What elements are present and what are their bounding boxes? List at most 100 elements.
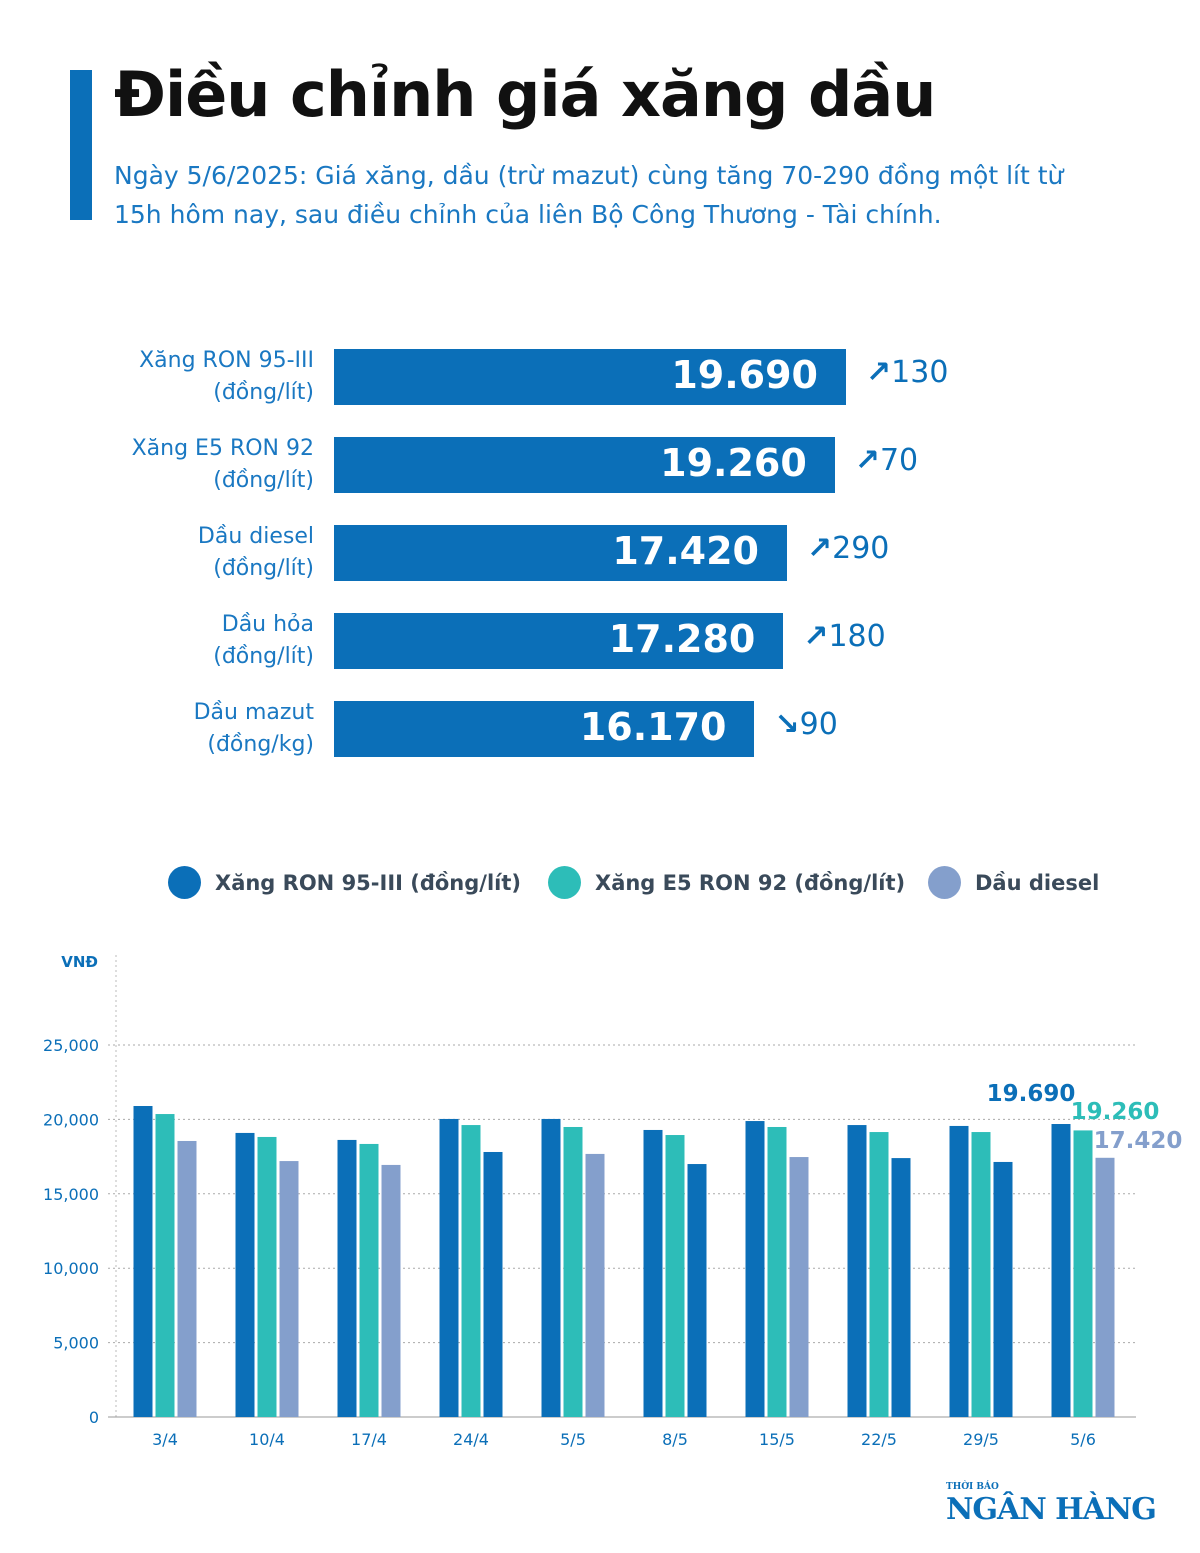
legend-item-diesel: Dầu diesel xyxy=(928,866,1099,899)
fuel-unit: (đồng/lít) xyxy=(213,644,314,669)
bar-5-5-s0 xyxy=(541,1118,561,1417)
bar-10-4-s0 xyxy=(235,1132,255,1417)
y-axis-label: VNĐ xyxy=(61,953,98,971)
bar-3-4-s2 xyxy=(177,1140,197,1417)
page-title: Điều chỉnh giá xăng dầu xyxy=(114,58,936,131)
price-value: 17.280 xyxy=(608,617,756,661)
bar-8-5-s0 xyxy=(643,1129,663,1417)
data-label: 17.420 xyxy=(1094,1128,1183,1154)
bar-5-5-s1 xyxy=(563,1126,583,1417)
bar-15-5-s0 xyxy=(745,1121,765,1417)
price-change: ↗70 xyxy=(854,443,919,478)
legend-label: Dầu diesel xyxy=(975,870,1100,895)
fuel-name: Dầu mazut xyxy=(193,700,314,725)
x-tick-label: 5/5 xyxy=(560,1430,586,1449)
bar-29-5-s2 xyxy=(993,1161,1013,1417)
price-change: ↗130 xyxy=(866,355,949,390)
x-tick-label: 5/6 xyxy=(1070,1430,1096,1449)
x-tick-label: 15/5 xyxy=(759,1430,795,1449)
x-tick-label: 8/5 xyxy=(662,1430,688,1449)
arrow-up-right-icon: ↗ xyxy=(866,355,892,390)
price-bar: 17.280 xyxy=(334,613,784,669)
fuel-label: Dầu diesel (đồng/lít) xyxy=(198,521,314,585)
fuel-label: Xăng RON 95-III (đồng/lít) xyxy=(139,345,314,409)
price-bar: 17.420 xyxy=(334,525,787,581)
price-value: 19.690 xyxy=(671,353,818,397)
fuel-name: Dầu hỏa xyxy=(221,612,314,637)
bar-5-6-s2 xyxy=(1095,1157,1115,1417)
arrow-up-right-icon: ↗ xyxy=(854,443,880,478)
x-tick-label: 29/5 xyxy=(963,1430,999,1449)
bar-3-4-s0 xyxy=(133,1106,153,1417)
legend-dot xyxy=(548,866,581,899)
bar-22-5-s1 xyxy=(869,1132,889,1417)
legend-dot xyxy=(168,866,201,899)
fuel-name: Dầu diesel xyxy=(197,524,314,549)
legend-item-e5: Xăng E5 RON 92 (đồng/lít) xyxy=(548,866,905,899)
bar-10-4-s1 xyxy=(257,1136,277,1417)
x-tick-label: 24/4 xyxy=(453,1430,489,1449)
bar-3-4-s1 xyxy=(155,1114,175,1417)
arrow-up-right-icon: ↗ xyxy=(806,531,833,566)
y-tick-label: 25,000 xyxy=(43,1036,99,1055)
price-row: Xăng E5 RON 92 (đồng/lít) 19.260 ↗70 xyxy=(0,436,1200,493)
bar-8-5-s2 xyxy=(687,1164,707,1417)
bar-5-5-s2 xyxy=(585,1153,605,1417)
bar-24-4-s2 xyxy=(483,1151,503,1417)
y-tick-label: 5,000 xyxy=(53,1334,99,1353)
bar-10-4-s2 xyxy=(279,1161,299,1417)
y-tick-label: 20,000 xyxy=(43,1110,99,1129)
price-change: ↘90 xyxy=(774,707,838,742)
price-row: Dầu mazut (đồng/kg) 16.170 ↘90 xyxy=(0,700,1200,757)
x-tick-label: 3/4 xyxy=(152,1430,178,1449)
price-row: Xăng RON 95-III (đồng/lít) 19.690 ↗130 xyxy=(0,348,1200,405)
arrow-down-right-icon: ↘ xyxy=(774,707,800,742)
bar-17-4-s1 xyxy=(359,1143,379,1417)
fuel-unit: (đồng/lít) xyxy=(213,380,314,405)
y-tick-label: 10,000 xyxy=(43,1259,99,1278)
fuel-unit: (đồng/lít) xyxy=(213,556,314,581)
y-tick-label: 0 xyxy=(89,1408,99,1427)
bar-17-4-s0 xyxy=(337,1139,357,1417)
arrow-up-right-icon: ↗ xyxy=(803,619,829,654)
y-tick-label: 15,000 xyxy=(43,1185,99,1204)
price-change: ↗180 xyxy=(803,619,886,654)
x-tick-label: 17/4 xyxy=(351,1430,387,1449)
bar-15-5-s1 xyxy=(767,1126,787,1417)
bar-24-4-s0 xyxy=(439,1118,459,1417)
legend-item-ron95: Xăng RON 95-III (đồng/lít) xyxy=(168,866,521,899)
bar-8-5-s1 xyxy=(665,1135,685,1417)
price-value: 17.420 xyxy=(612,529,759,573)
price-bar: 19.260 xyxy=(334,437,835,493)
legend-dot xyxy=(928,866,961,899)
logo: THỜI BÁO NGÂN HÀNG xyxy=(946,1482,1157,1527)
price-row: Dầu hỏa (đồng/lít) 17.280 ↗180 xyxy=(0,612,1200,669)
bar-29-5-s1 xyxy=(971,1132,991,1417)
page-subtitle: Ngày 5/6/2025: Giá xăng, dầu (trừ mazut)… xyxy=(114,161,1064,229)
fuel-name: Xăng RON 95-III xyxy=(139,348,314,373)
x-tick-label: 22/5 xyxy=(861,1430,897,1449)
legend-label: Xăng E5 RON 92 (đồng/lít) xyxy=(595,870,906,895)
price-change: ↗290 xyxy=(806,531,890,566)
data-label: 19.260 xyxy=(1071,1099,1160,1125)
bar-5-6-s1 xyxy=(1073,1130,1093,1417)
fuel-unit: (đồng/lít) xyxy=(213,468,314,493)
bar-15-5-s2 xyxy=(789,1157,809,1417)
bar-22-5-s0 xyxy=(847,1125,867,1417)
x-tick-label: 10/4 xyxy=(249,1430,285,1449)
fuel-label: Dầu hỏa (đồng/lít) xyxy=(213,609,314,673)
price-bar: 19.690 xyxy=(334,349,846,405)
legend-label: Xăng RON 95-III (đồng/lít) xyxy=(215,870,521,895)
bar-29-5-s0 xyxy=(949,1125,969,1417)
bar-22-5-s2 xyxy=(891,1158,911,1417)
bar-24-4-s1 xyxy=(461,1125,481,1417)
title-accent-bar xyxy=(70,70,92,220)
data-label: 19.690 xyxy=(987,1081,1076,1107)
fuel-name: Xăng E5 RON 92 xyxy=(131,436,314,461)
fuel-label: Dầu mazut (đồng/kg) xyxy=(194,697,314,761)
price-bar: 16.170 xyxy=(334,701,755,757)
bar-5-6-s0 xyxy=(1051,1124,1071,1417)
fuel-label: Xăng E5 RON 92 (đồng/lít) xyxy=(132,433,314,497)
fuel-unit: (đồng/kg) xyxy=(207,732,314,757)
price-value: 16.170 xyxy=(579,705,727,749)
